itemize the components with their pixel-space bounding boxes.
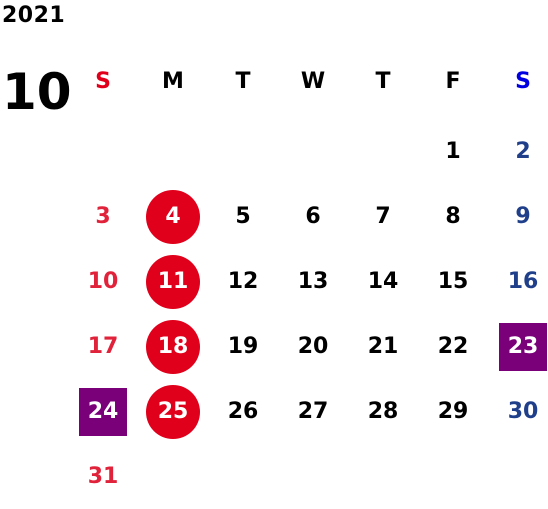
day-number: 14 [367, 269, 399, 294]
year-label: 2021 [2, 3, 66, 28]
weekday-sunday: S [95, 68, 111, 94]
day-cell: 17 [68, 314, 138, 379]
day-cell: 23 [488, 314, 548, 379]
day-number: 27 [297, 399, 329, 424]
day-number: 7 [375, 204, 391, 229]
day-number: 16 [507, 269, 539, 294]
weekday-tuesday: T [235, 68, 251, 94]
day-cell: 20 [278, 314, 348, 379]
day-number: 10 [87, 269, 119, 294]
day-cell: 5 [208, 184, 278, 249]
day-number: 5 [235, 204, 251, 229]
day-cell: 15 [418, 249, 488, 314]
day-cell: 3 [68, 184, 138, 249]
day-cell: 25 [138, 379, 208, 444]
day-cell: 11 [138, 249, 208, 314]
day-number: 20 [297, 334, 329, 359]
day-cell: 10 [68, 249, 138, 314]
day-cell: 4 [138, 184, 208, 249]
day-cell: 13 [278, 249, 348, 314]
day-cell: 18 [138, 314, 208, 379]
day-cell: 19 [208, 314, 278, 379]
day-cell: 30 [488, 379, 548, 444]
day-number: 1 [445, 139, 461, 164]
day-number: 11 [146, 254, 200, 309]
day-cell: 26 [208, 379, 278, 444]
day-cell: 31 [68, 444, 138, 509]
day-number: 31 [87, 464, 119, 489]
day-number: 12 [227, 269, 259, 294]
day-number: 23 [499, 322, 547, 371]
day-number: 24 [79, 387, 127, 436]
day-number: 25 [146, 384, 200, 439]
weekday-wednesday: W [300, 68, 326, 94]
day-cell: 12 [208, 249, 278, 314]
weekday-thursday: T [375, 68, 391, 94]
weekday-friday: F [445, 68, 461, 94]
weekday-monday: M [162, 68, 184, 94]
day-number: 2 [515, 139, 531, 164]
day-cell: 14 [348, 249, 418, 314]
day-number: 3 [95, 204, 111, 229]
day-cell: 16 [488, 249, 548, 314]
day-cell: 27 [278, 379, 348, 444]
day-cell: 8 [418, 184, 488, 249]
day-cell: 2 [488, 119, 548, 184]
day-cell: 29 [418, 379, 488, 444]
day-cell: 9 [488, 184, 548, 249]
day-number: 8 [445, 204, 461, 229]
day-cell: 24 [68, 379, 138, 444]
weekday-saturday: S [515, 68, 531, 94]
day-number: 9 [515, 204, 531, 229]
day-number: 28 [367, 399, 399, 424]
day-number: 19 [227, 334, 259, 359]
day-number: 26 [227, 399, 259, 424]
day-number: 6 [305, 204, 321, 229]
day-cell: 21 [348, 314, 418, 379]
day-cell: 28 [348, 379, 418, 444]
day-number: 17 [87, 334, 119, 359]
day-number: 15 [437, 269, 469, 294]
day-number: 29 [437, 399, 469, 424]
day-cell: 7 [348, 184, 418, 249]
day-number: 21 [367, 334, 399, 359]
month-number: 10 [2, 63, 72, 121]
day-number: 13 [297, 269, 329, 294]
day-cell: 22 [418, 314, 488, 379]
day-number: 22 [437, 334, 469, 359]
day-cell: 1 [418, 119, 488, 184]
day-number: 4 [146, 189, 200, 244]
day-number: 30 [507, 399, 539, 424]
day-cell: 6 [278, 184, 348, 249]
day-number: 18 [146, 319, 200, 374]
